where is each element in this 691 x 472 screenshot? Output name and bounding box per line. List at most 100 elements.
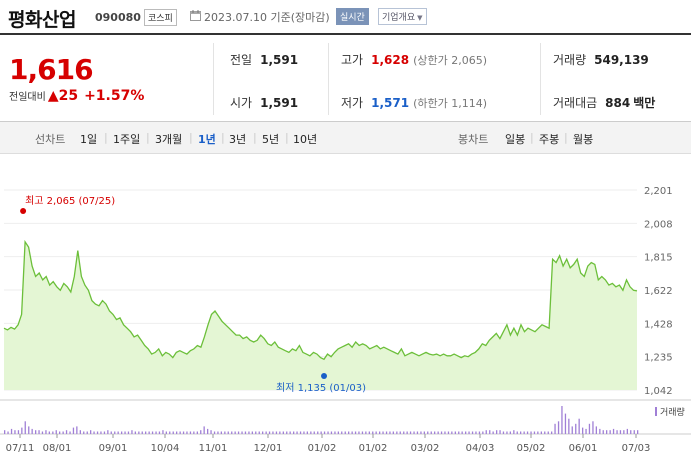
realtime-button[interactable]: 실시간 <box>336 8 369 25</box>
high-cell: 고가 1,628 (상한가 2,065) <box>341 51 487 68</box>
tab-separator: | <box>221 131 225 144</box>
volume-bar <box>224 431 226 434</box>
volume-bar <box>310 431 312 434</box>
volume-bar <box>93 431 95 434</box>
tab-10y[interactable]: 10년 <box>293 133 318 146</box>
volume-bar <box>509 431 511 434</box>
volume-bar <box>461 431 463 434</box>
volume-bar <box>358 431 360 434</box>
open-value: 1,591 <box>260 96 299 110</box>
volume-bar <box>151 431 154 434</box>
volume-bar <box>48 431 50 434</box>
volume-bar <box>313 431 315 434</box>
volume-bar <box>513 430 515 434</box>
tab-3m[interactable]: 3개월 <box>155 133 183 146</box>
tab-weekly[interactable]: 주봉 <box>539 133 560 146</box>
amount-label: 거래대금 <box>553 96 598 110</box>
volume-bar <box>547 431 549 434</box>
volume-bar <box>72 427 75 434</box>
volume-bar <box>341 431 343 434</box>
volume-bar <box>69 431 71 434</box>
volume-bar <box>365 431 367 434</box>
volume-bar <box>468 431 470 434</box>
volume-bar <box>134 431 136 434</box>
volume-bar <box>24 421 26 434</box>
volume-bar <box>478 431 481 434</box>
volume-bar <box>244 431 247 434</box>
volume-bar <box>162 430 164 434</box>
volume-bar <box>165 431 167 434</box>
volume-bar <box>575 423 577 434</box>
volume-bar <box>76 426 78 434</box>
x-tick-label: 05/02 <box>517 443 546 454</box>
tab-daily[interactable]: 일봉 <box>505 133 526 146</box>
min-annotation: 최저 1,135 (01/03) <box>276 382 366 394</box>
volume-bar <box>375 431 377 434</box>
volume-bar <box>409 431 412 434</box>
volume-bar <box>17 430 20 434</box>
summary-divider-line <box>0 121 691 122</box>
y-tick-label: 1,815 <box>644 253 673 264</box>
volume-bar <box>344 431 346 434</box>
volume-bar <box>440 431 443 434</box>
volume-bar <box>612 428 615 434</box>
tab-separator: | <box>285 131 289 144</box>
volume-bar <box>578 418 580 434</box>
volume-bar <box>127 431 130 434</box>
volume-bar <box>361 431 364 434</box>
tab-5y[interactable]: 5년 <box>262 133 280 146</box>
volume-bar <box>90 430 92 434</box>
volume-legend-label: 거래량 <box>660 406 685 418</box>
volume-bar <box>172 431 174 434</box>
volume-bar <box>451 431 453 434</box>
volume-bar <box>193 431 195 434</box>
volume-bar <box>10 428 13 434</box>
volume-bar <box>317 431 319 434</box>
change-value: 25 <box>58 88 79 104</box>
volume-bar <box>200 430 202 434</box>
x-tick-label: 06/01 <box>569 443 598 454</box>
volume-bar <box>231 431 233 434</box>
tab-3y[interactable]: 3년 <box>229 133 247 146</box>
summary-divider <box>213 43 214 115</box>
volume-bar <box>227 431 229 434</box>
volume-bar <box>79 430 81 434</box>
volume-bar <box>434 431 436 434</box>
y-tick-label: 1,428 <box>644 319 673 330</box>
company-info-label: 기업개요 <box>382 13 416 23</box>
x-tick-label: 09/01 <box>99 443 128 454</box>
volume-bar <box>117 431 119 434</box>
x-tick-label: 08/01 <box>43 443 72 454</box>
volume-bar <box>392 431 394 434</box>
volume-bar <box>337 431 339 434</box>
tab-1w[interactable]: 1주일 <box>113 133 141 146</box>
volume-bar <box>241 431 243 434</box>
x-tick-label: 07/03 <box>622 443 651 454</box>
tab-1d[interactable]: 1일 <box>80 133 98 146</box>
calendar-icon <box>190 10 201 21</box>
volume-bar <box>506 431 508 434</box>
volume-bar <box>52 431 54 434</box>
chart-tabs: 선차트 1일 | 1주일 | 3개월 | 1년 | 3년 | 5년 | 10년 … <box>0 122 691 154</box>
volume-bar <box>406 431 408 434</box>
volume-bar <box>544 431 546 434</box>
volume-bar <box>348 431 350 434</box>
stock-name[interactable]: 평화산업 <box>8 9 76 31</box>
tab-monthly[interactable]: 월봉 <box>573 133 594 146</box>
max-annotation: 최고 2,065 (07/25) <box>25 195 115 207</box>
volume-bar <box>354 431 357 434</box>
volume-bar <box>351 431 353 434</box>
tab-1y[interactable]: 1년 <box>198 133 216 146</box>
volume-bar <box>323 431 326 434</box>
company-info-dropdown[interactable]: 기업개요 ▼ <box>378 8 427 25</box>
high-label: 고가 <box>341 53 364 67</box>
open-label: 시가 <box>230 96 253 110</box>
price-summary: 1,616 전일대비 ▲25 +1.57% 전일 1,591 시가 1,591 고가 1,… <box>0 35 691 121</box>
volume-bar <box>533 431 536 434</box>
price-chart[interactable]: 2,201 2,008 1,815 1,622 1,428 1,235 1,042 07/1… <box>0 170 691 472</box>
volume-bar <box>303 431 305 434</box>
volume-bar <box>110 431 112 434</box>
x-tick-label: 03/02 <box>411 443 440 454</box>
volume-bar <box>251 431 253 434</box>
price-area-fill <box>4 241 637 390</box>
